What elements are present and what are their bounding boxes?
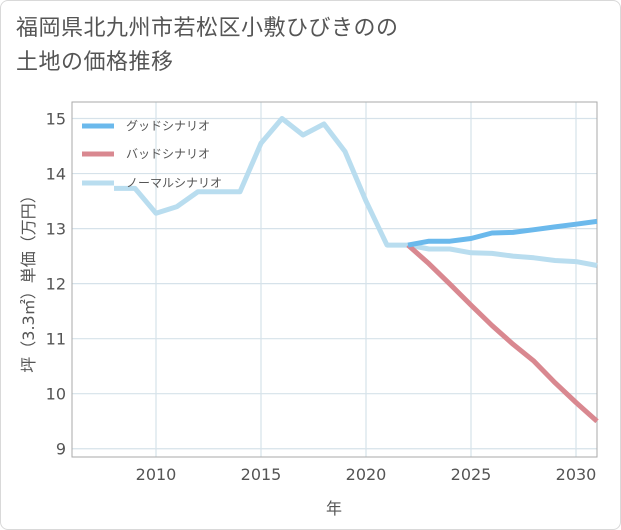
good-legend-label: グッドシナリオ [126,119,210,133]
series-lines [114,116,599,424]
x-tick-label: 2015 [241,465,282,484]
y-tick-label: 13 [46,220,66,239]
plot-area-border [71,101,598,458]
y-tick-labels: 9 10 11 12 13 14 15 [46,110,66,459]
bad-legend-label: バッドシナリオ [126,147,210,161]
y-tick-label: 10 [46,385,66,404]
y-tick-label: 9 [56,440,66,459]
x-tick-label: 2030 [556,465,597,484]
bad-scenario-line [406,243,599,424]
good-scenario-line [407,218,598,248]
x-tick-label: 2020 [346,465,387,484]
chart-title: 福岡県北九州市若松区小敷ひびきのの 土地の価格推移 [16,16,399,75]
x-tick-labels: 2010 2015 2020 2025 2030 [136,465,597,484]
normal-scenario-line [114,116,598,268]
x-axis-title: 年 [326,499,342,518]
y-tick-label: 14 [46,165,66,184]
x-tick-label: 2025 [451,465,492,484]
y-tick-label: 15 [46,110,66,129]
y-axis-title: 坪（3.3㎡）単価（万円） [19,187,38,372]
normal-legend-label: ノーマルシナリオ [126,176,222,190]
y-tick-label: 12 [46,275,66,294]
y-tick-label: 11 [46,330,66,349]
x-tick-label: 2010 [136,465,177,484]
